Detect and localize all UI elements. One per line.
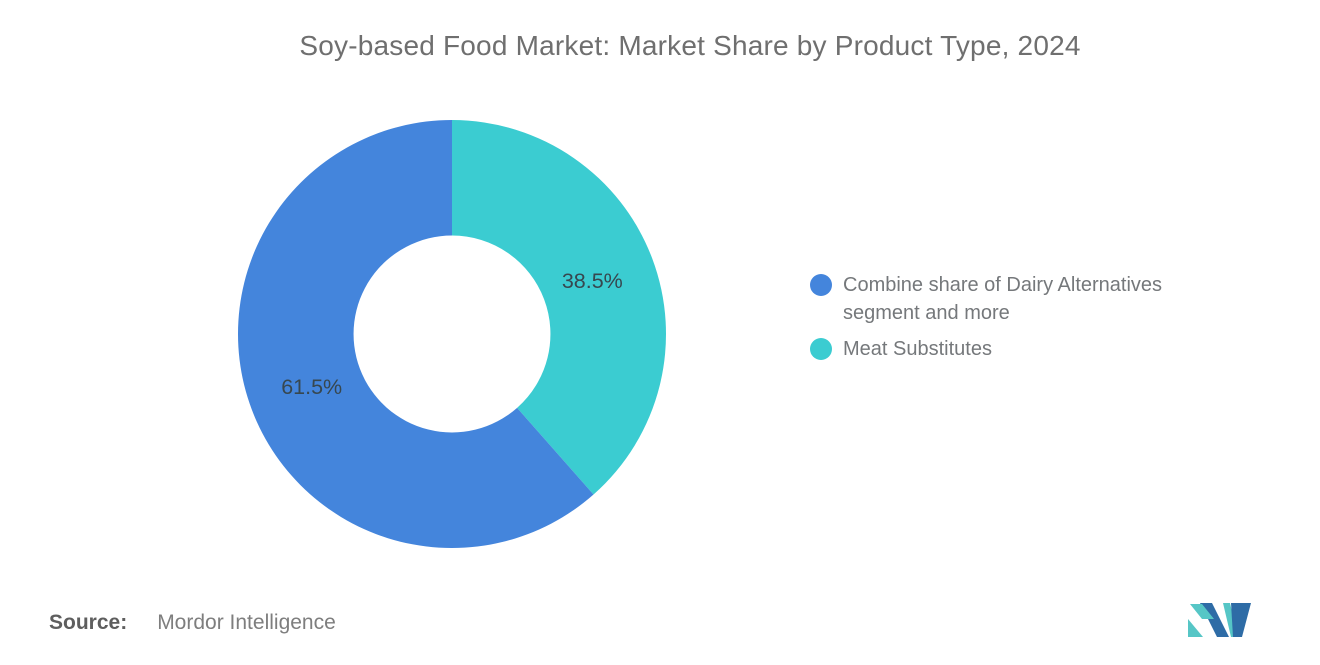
donut-chart: 38.5% 61.5%	[237, 120, 666, 548]
legend-label-dairy-alternatives: Combine share of Dairy Alternatives segm…	[843, 274, 1163, 324]
source-prefix: Source:	[49, 611, 128, 634]
legend: Combine share of Dairy Alternatives segm…	[810, 271, 1215, 371]
slice-label-1: 61.5%	[281, 375, 342, 399]
legend-item-dairy-alternatives: Combine share of Dairy Alternatives segm…	[810, 271, 1215, 327]
source-name: Mordor Intelligence	[157, 611, 336, 634]
legend-swatch-blue-icon	[810, 274, 832, 296]
mordor-intelligence-logo-icon	[1188, 603, 1251, 637]
legend-item-meat-substitutes: Meat Substitutes	[810, 335, 1215, 363]
donut-slice-0	[452, 120, 666, 495]
page-title: Soy-based Food Market: Market Share by P…	[299, 30, 1081, 61]
legend-label-meat-substitutes: Meat Substitutes	[843, 338, 992, 360]
donut-chart-area: 38.5% 61.5%	[222, 104, 682, 564]
source-line: Source: Mordor Intelligence	[49, 611, 336, 635]
legend-swatch-teal-icon	[810, 338, 832, 360]
slice-label-0: 38.5%	[562, 269, 623, 293]
donut-slice-1	[237, 120, 594, 548]
